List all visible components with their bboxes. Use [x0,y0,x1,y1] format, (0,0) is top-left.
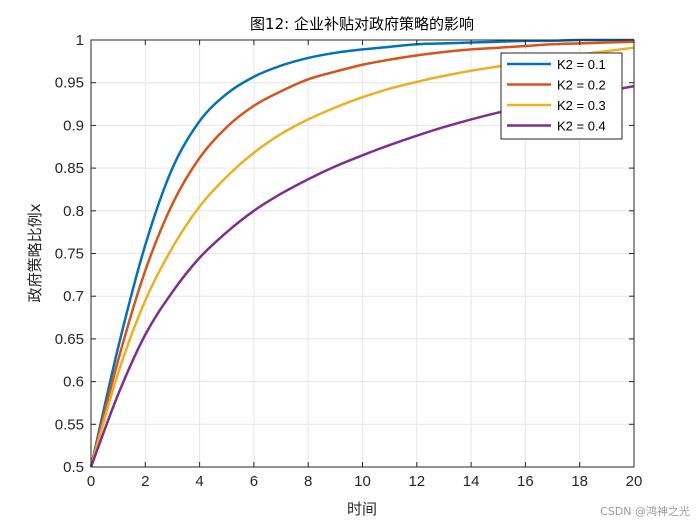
x-axis-title: 时间 [347,500,377,518]
x-tick-label: 20 [626,473,643,490]
legend-label-4: K2 = 0.4 [557,119,606,134]
x-tick-label: 6 [250,473,258,490]
y-tick-label: 0.8 [63,203,84,220]
legend-label-3: K2 = 0.3 [557,98,606,113]
x-tick-label: 18 [571,473,588,490]
y-axis-tick-labels: 0.5 0.55 0.6 0.65 0.7 0.75 0.8 0.85 0.9 0.95 1 [55,32,84,476]
y-tick-label: 0.75 [55,246,84,263]
y-tick-label: 0.65 [55,331,84,348]
x-tick-label: 14 [463,473,480,490]
axis-ticks [90,39,635,468]
y-tick-label: 1 [76,32,84,49]
x-tick-label: 16 [517,473,534,490]
x-tick-label: 0 [87,473,95,490]
y-tick-label: 0.85 [55,160,84,177]
x-tick-label: 10 [354,473,371,490]
x-axis-tick-labels: 0 2 4 6 8 10 12 14 16 18 20 [87,473,643,490]
y-tick-label: 0.95 [55,75,84,92]
y-tick-label: 0.9 [63,117,84,134]
legend: K2 = 0.1 K2 = 0.2 K2 = 0.3 K2 = 0.4 [500,52,623,140]
chart-title: 图12: 企业补贴对政府策略的影响 [250,15,474,33]
y-axis-title: 政府策略比例x [26,203,44,302]
y-tick-label: 0.55 [55,416,84,433]
x-tick-label: 12 [408,473,425,490]
y-tick-label: 0.5 [63,459,84,476]
x-tick-label: 8 [304,473,312,490]
watermark-text: CSDN @鸿神之光 [600,505,690,518]
legend-label-2: K2 = 0.2 [557,78,606,93]
series-line-2 [89,40,635,468]
legend-label-1: K2 = 0.1 [557,57,606,72]
x-tick-label: 2 [141,473,149,490]
series-line-1 [89,38,634,468]
x-tick-label: 4 [195,473,203,490]
y-tick-label: 0.6 [63,374,84,391]
y-tick-label: 0.7 [63,288,84,305]
